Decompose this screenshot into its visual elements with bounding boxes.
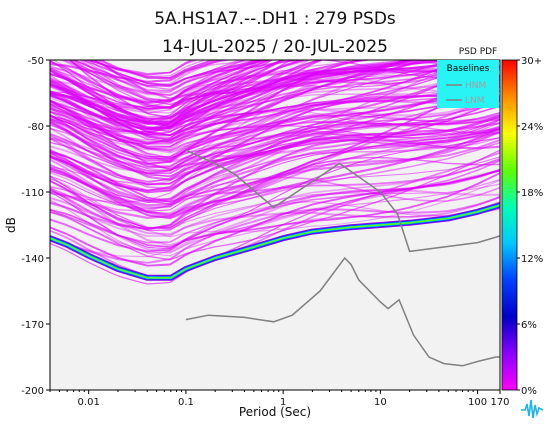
colorbar-title: PSD PDF <box>459 47 497 57</box>
psd-curve <box>50 157 500 237</box>
colorbar-tick-label: 30+ <box>521 56 542 67</box>
psd-curve <box>50 172 500 249</box>
psd-curve <box>50 130 500 220</box>
psd-curve <box>50 114 500 162</box>
psd-curve <box>59 60 248 94</box>
x-tick-label: 0.1 <box>178 397 194 408</box>
psd-curve <box>62 60 242 95</box>
psd-curve <box>50 76 500 171</box>
x-axis-label: Period (Sec) <box>239 405 311 419</box>
psd-curve <box>50 60 415 130</box>
colorbar-ticks: 30+ 24% 18% 12% 6% 0% <box>517 56 543 397</box>
baseline-hnm <box>185 149 500 253</box>
psd-curve <box>50 127 500 214</box>
psd-curve <box>50 179 500 254</box>
chart-subtitle: 14-JUL-2025 / 20-JUL-2025 <box>162 37 388 57</box>
psd-curve <box>81 60 372 96</box>
psd-curve <box>50 96 500 219</box>
legend: Baselines HNM LNM <box>437 60 499 108</box>
baseline-lines <box>185 149 500 367</box>
psd-curve <box>50 115 500 147</box>
psd-curve <box>50 66 500 129</box>
psd-curve <box>50 105 500 194</box>
x-tick-label: 0.01 <box>78 397 100 408</box>
psd-curve <box>50 98 500 177</box>
psd-curve <box>50 178 500 238</box>
psd-curve <box>50 177 500 230</box>
psd-curve <box>68 60 324 119</box>
psd-curves <box>50 60 500 285</box>
colorbar-tick-label: 6% <box>521 320 537 331</box>
x-tick-label: 1 <box>280 397 286 408</box>
psd-curve <box>50 132 500 218</box>
psd-curve <box>50 149 500 261</box>
pdf-mode-band <box>50 202 500 281</box>
psd-curve <box>50 60 413 141</box>
psd-curve <box>50 64 500 137</box>
psd-curve <box>50 60 274 135</box>
psd-curve <box>50 118 500 204</box>
psd-curve <box>50 60 307 134</box>
colorbar <box>501 59 518 391</box>
legend-hnm-label: HNM <box>465 81 486 91</box>
colorbar-tick-label: 12% <box>521 254 543 265</box>
psd-curve <box>50 125 500 207</box>
psd-curve <box>50 67 500 128</box>
psd-curve <box>50 60 449 110</box>
psd-curve <box>50 60 454 158</box>
psd-curve <box>50 60 459 96</box>
psd-curve <box>73 60 259 92</box>
y-tick-label: -50 <box>28 56 44 67</box>
psd-curve <box>50 60 284 120</box>
psd-curve <box>50 187 500 253</box>
y-axis: -50 -80 -110 -140 -170 -200 <box>21 56 50 397</box>
y-tick-label: -80 <box>28 122 44 133</box>
y-tick-label: -200 <box>21 386 44 397</box>
psd-curve <box>50 60 247 108</box>
colorbar-tick-label: 0% <box>521 386 537 397</box>
baseline-lnm <box>185 256 500 367</box>
psd-curve <box>50 83 500 172</box>
colorbar-tick-label: 18% <box>521 188 543 199</box>
psd-curve <box>50 119 500 184</box>
y-tick-label: -110 <box>21 188 44 199</box>
psd-curve <box>50 195 500 236</box>
psd-curve <box>92 60 263 87</box>
legend-lnm-label: LNM <box>465 96 485 106</box>
pdf-mode-layer <box>50 204 500 279</box>
psd-curve <box>50 112 500 160</box>
x-axis: 0.01 0.1 1 10 100 170 <box>49 390 510 408</box>
psd-curve <box>93 60 267 90</box>
psd-curve <box>67 60 354 110</box>
psd-curve <box>50 60 415 125</box>
psd-curve <box>86 60 194 76</box>
psd-curve <box>50 60 268 114</box>
waveform-logo-icon <box>519 396 545 422</box>
psd-curve <box>50 60 457 125</box>
y-axis-label: dB <box>4 217 18 233</box>
colorbar-tick-label: 24% <box>521 122 543 133</box>
psd-curve <box>50 119 500 203</box>
psd-curve <box>88 60 258 96</box>
legend-title: Baselines <box>447 64 490 74</box>
psd-curve <box>50 114 500 192</box>
psd-curve <box>50 60 271 110</box>
plot-frame <box>49 59 501 391</box>
psd-curve <box>60 60 224 87</box>
psd-curve <box>50 60 423 125</box>
x-tick-label: 10 <box>374 397 387 408</box>
y-tick-label: -140 <box>21 254 44 265</box>
x-tick-label: 100 <box>468 397 487 408</box>
y-tick-label: -170 <box>21 320 44 331</box>
chart-title: 5A.HS1A7.--.DH1 : 279 PSDs <box>154 9 396 29</box>
x-tick-label: 170 <box>490 397 509 408</box>
psd-curve <box>50 60 265 105</box>
psd-curve <box>67 60 273 101</box>
psd-curve <box>50 60 440 159</box>
psd-curve <box>50 128 500 212</box>
psd-curve <box>50 60 263 103</box>
psd-curve <box>50 60 366 166</box>
psd-curve <box>50 156 500 229</box>
